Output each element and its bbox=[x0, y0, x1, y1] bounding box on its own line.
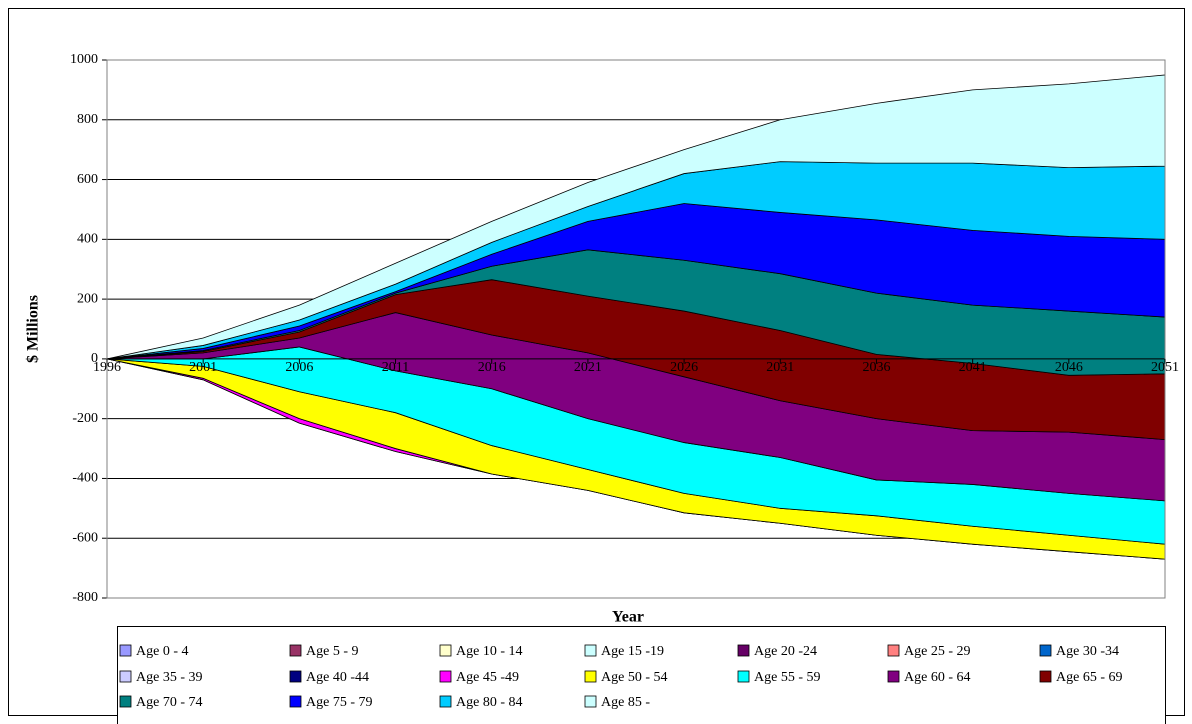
legend-label: Age 15 -19 bbox=[601, 644, 664, 659]
legend-swatch bbox=[584, 670, 597, 683]
y-tick-label: -400 bbox=[72, 471, 98, 486]
legend-label: Age 75 - 79 bbox=[306, 695, 373, 710]
y-tick-label: -200 bbox=[72, 411, 98, 426]
legend-swatch bbox=[119, 695, 132, 708]
x-tick-label: 2031 bbox=[766, 360, 794, 375]
legend-swatch bbox=[119, 644, 132, 657]
legend-swatch bbox=[584, 644, 597, 657]
legend-swatch bbox=[887, 670, 900, 683]
x-tick-label: 1996 bbox=[93, 360, 121, 375]
legend-swatch bbox=[584, 695, 597, 708]
legend-swatch bbox=[1039, 644, 1052, 657]
plot-area bbox=[102, 59, 1166, 599]
legend-label: Age 35 - 39 bbox=[136, 670, 203, 685]
x-axis-title: Year bbox=[612, 609, 644, 626]
legend-swatch bbox=[289, 644, 302, 657]
y-tick-label: -800 bbox=[72, 590, 98, 605]
y-tick-label: 400 bbox=[77, 232, 98, 247]
legend-label: Age 80 - 84 bbox=[456, 695, 523, 710]
legend-label: Age 25 - 29 bbox=[904, 644, 971, 659]
legend-label: Age 70 - 74 bbox=[136, 695, 203, 710]
legend-label: Age 10 - 14 bbox=[456, 644, 523, 659]
x-tick-label: 2036 bbox=[862, 360, 890, 375]
legend-swatch bbox=[439, 695, 452, 708]
y-tick-label: 800 bbox=[77, 112, 98, 127]
legend-label: Age 60 - 64 bbox=[904, 670, 971, 685]
legend-label: Age 65 - 69 bbox=[1056, 670, 1123, 685]
legend-swatch bbox=[119, 670, 132, 683]
legend-label: Age 50 - 54 bbox=[601, 670, 668, 685]
y-tick-label: 0 bbox=[91, 351, 98, 366]
legend-swatch bbox=[887, 644, 900, 657]
legend-swatch bbox=[289, 670, 302, 683]
x-tick-label: 2046 bbox=[1055, 360, 1083, 375]
legend-swatch bbox=[289, 695, 302, 708]
x-tick-label: 2021 bbox=[574, 360, 602, 375]
legend-label: Age 0 - 4 bbox=[136, 644, 189, 659]
legend-swatch bbox=[1039, 670, 1052, 683]
legend-swatch bbox=[439, 644, 452, 657]
y-tick-label: 200 bbox=[77, 291, 98, 306]
x-tick-label: 2026 bbox=[670, 360, 698, 375]
x-tick-label: 2006 bbox=[285, 360, 313, 375]
y-axis-title: $ Millions bbox=[25, 295, 42, 363]
legend-label: Age 45 -49 bbox=[456, 670, 519, 685]
legend-label: Age 55 - 59 bbox=[754, 670, 821, 685]
x-tick-label: 2016 bbox=[478, 360, 506, 375]
legend-swatch bbox=[439, 670, 452, 683]
legend-label: Age 85 - bbox=[601, 695, 650, 710]
legend-label: Age 40 -44 bbox=[306, 670, 369, 685]
legend-label: Age 5 - 9 bbox=[306, 644, 359, 659]
x-tick-label: 2041 bbox=[959, 360, 987, 375]
legend-label: Age 20 -24 bbox=[754, 644, 817, 659]
x-tick-label: 2011 bbox=[382, 360, 409, 375]
y-tick-label: -600 bbox=[72, 530, 98, 545]
plot-border bbox=[106, 59, 1166, 599]
y-tick-label: 1000 bbox=[70, 52, 98, 67]
x-tick-label: 2051 bbox=[1151, 360, 1179, 375]
y-tick-label: 600 bbox=[77, 172, 98, 187]
legend-swatch bbox=[737, 670, 750, 683]
legend-swatch bbox=[737, 644, 750, 657]
legend-label: Age 30 -34 bbox=[1056, 644, 1119, 659]
x-tick-label: 2001 bbox=[189, 360, 217, 375]
